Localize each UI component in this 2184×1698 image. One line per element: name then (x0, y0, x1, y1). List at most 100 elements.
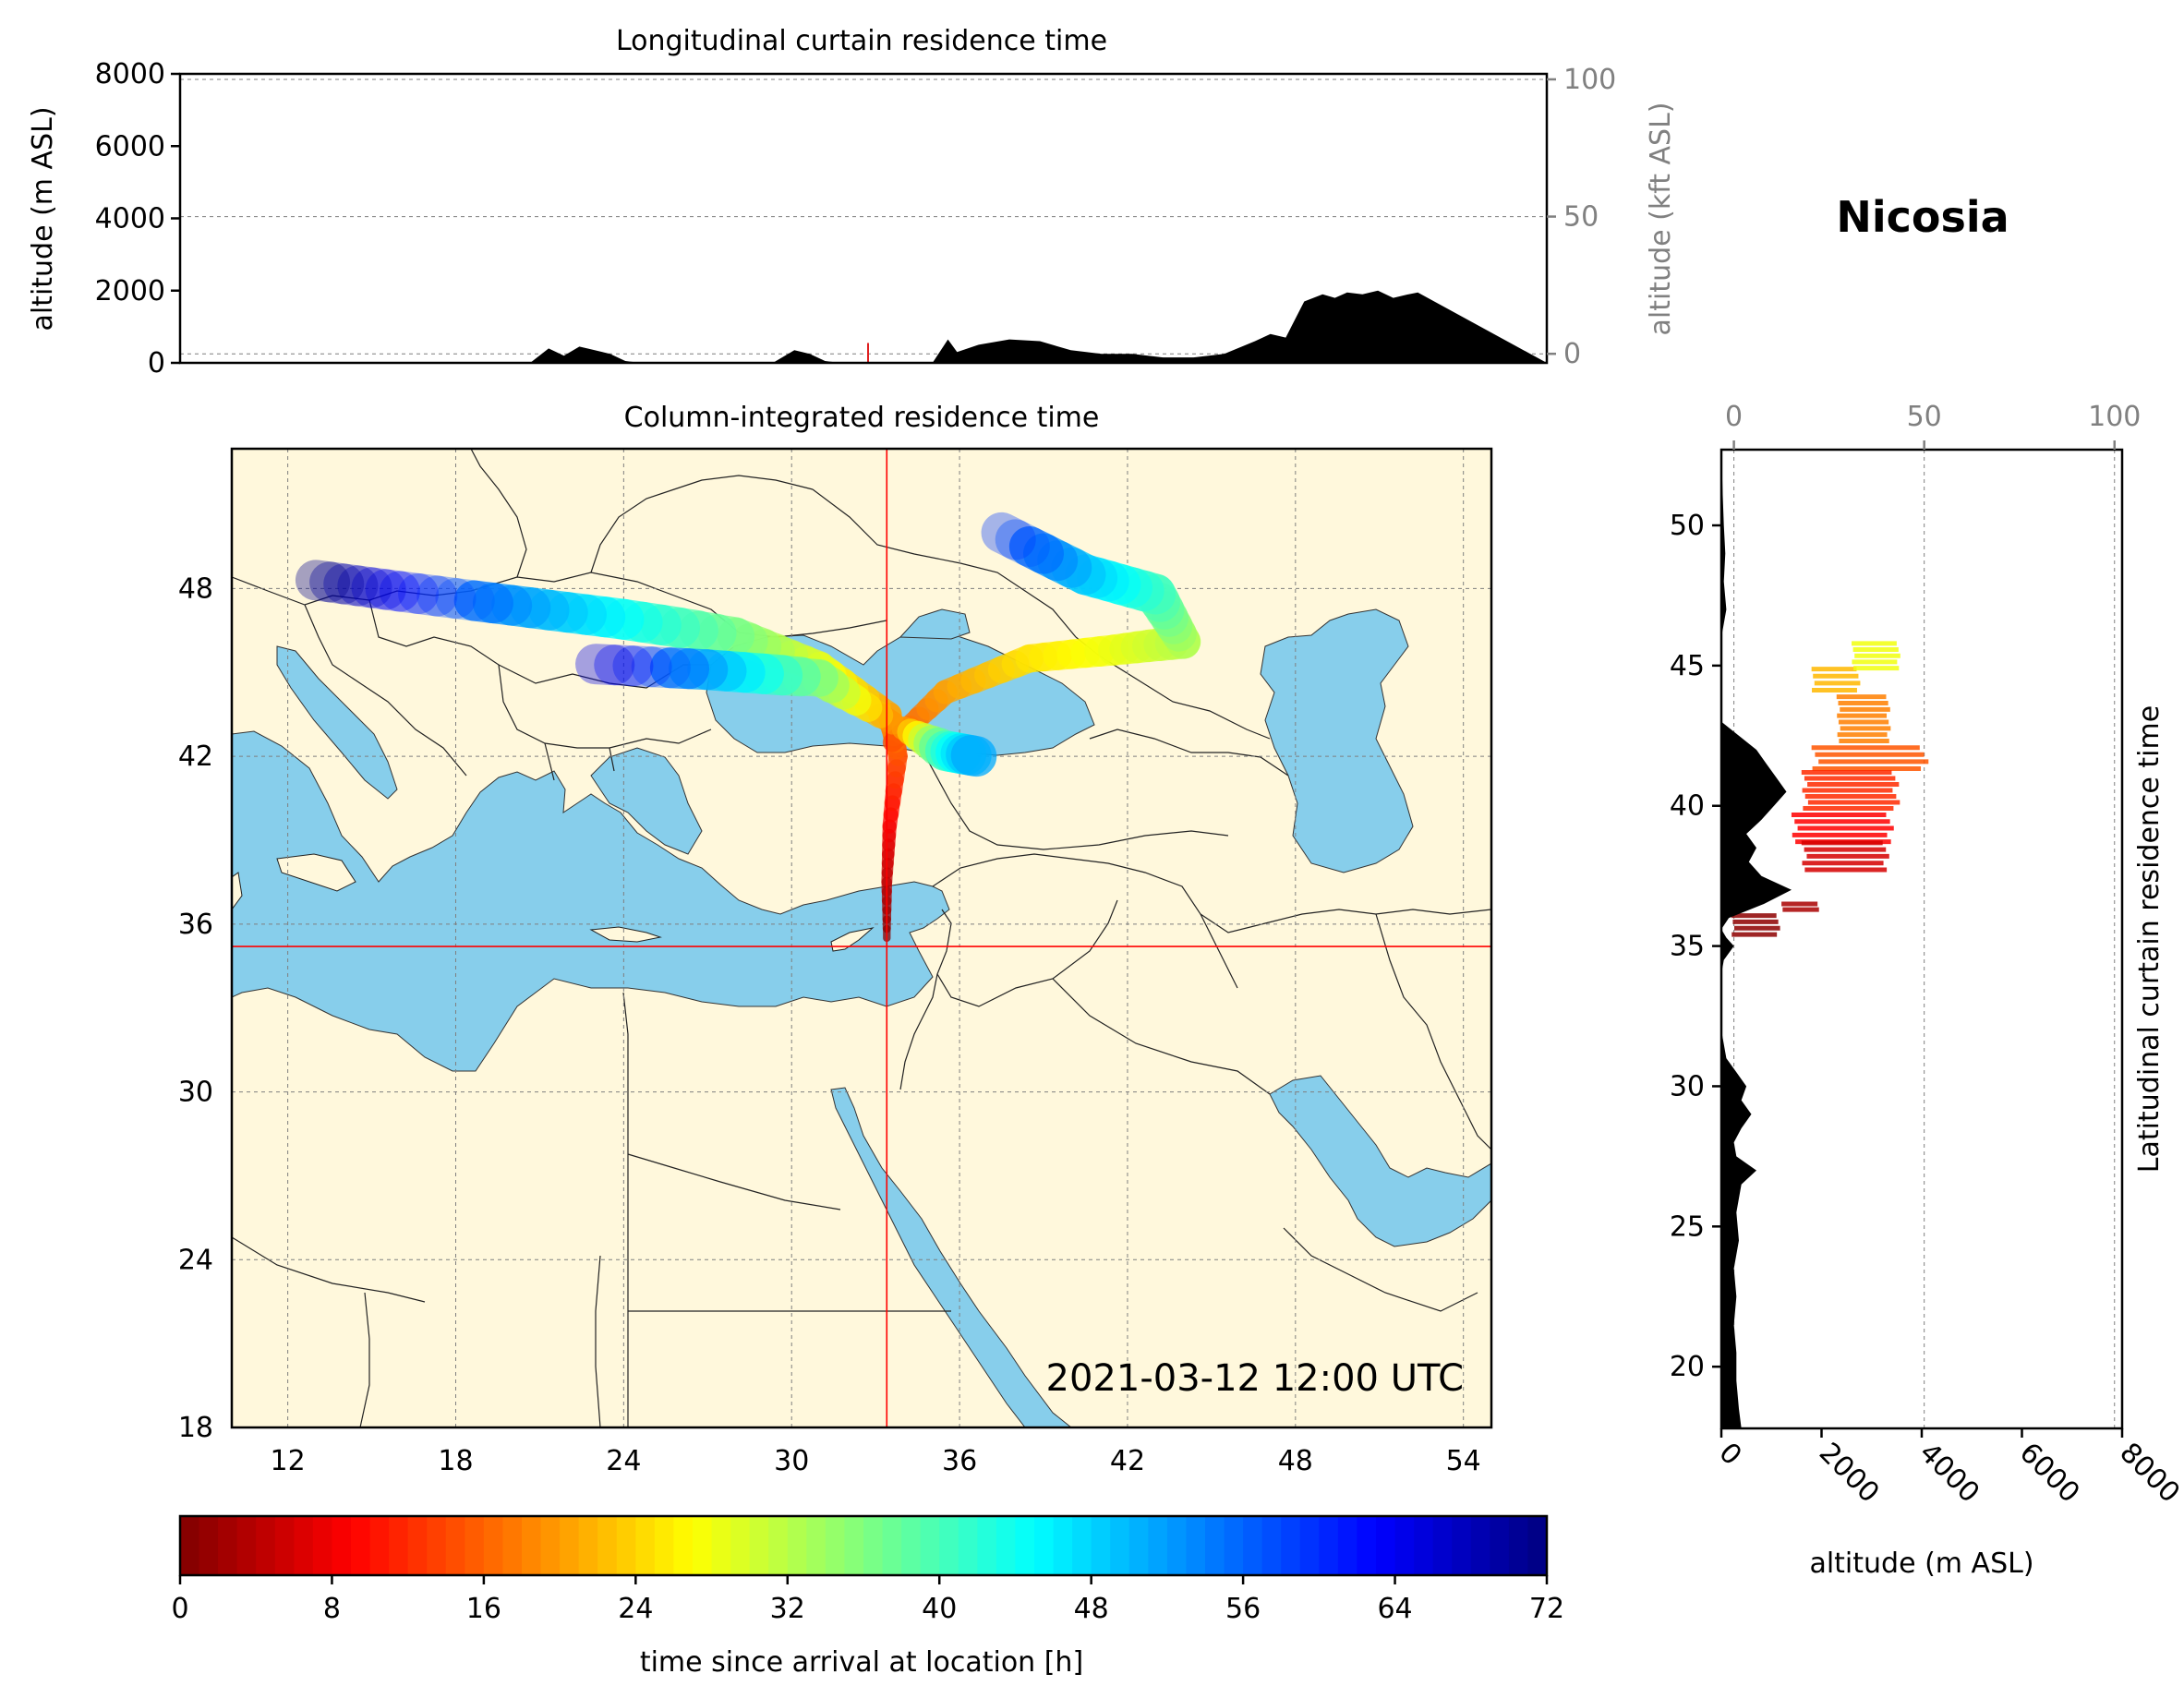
latitudinal-y-tick-label: 40 (1670, 790, 1705, 823)
colorbar-swatch (1319, 1516, 1339, 1575)
latitudinal-x-tick-label: 8000 (2113, 1437, 2184, 1510)
colorbar-swatch (427, 1516, 447, 1575)
colorbar-swatch (1110, 1516, 1130, 1575)
latitudinal-x-tick-label: 0 (1712, 1437, 1747, 1472)
colorbar-swatch (199, 1516, 219, 1575)
colorbar-swatch (920, 1516, 940, 1575)
trajectory-segment (337, 565, 392, 608)
adriatic-sea (276, 645, 398, 800)
map-y-tick-label: 36 (178, 909, 213, 941)
colorbar-swatch (882, 1516, 902, 1575)
latitudinal-residence-marks (1731, 641, 1929, 937)
trajectory-segment (398, 572, 458, 617)
map-area (232, 449, 1491, 1427)
colorbar: 0 8 16 24 32 40 48 56 64 72 time since arrival at… (171, 1514, 1564, 1679)
colorbar-swatch (673, 1516, 694, 1575)
aegean-sea (590, 747, 703, 855)
colorbar-swatch (616, 1516, 636, 1575)
colorbar-swatch (825, 1516, 846, 1575)
colorbar-swatch (256, 1516, 276, 1575)
colorbar-swatch (1527, 1516, 1548, 1575)
colorbar-swatch (312, 1516, 333, 1575)
latitudinal-top-tick-label: 50 (1907, 401, 1942, 433)
map-timestamp: 2021-03-12 12:00 UTC (1046, 1357, 1464, 1400)
map-trajectories (295, 512, 1201, 943)
colorbar-swatch (1205, 1516, 1225, 1575)
trajectory-segment (295, 560, 351, 603)
longitudinal-title: Longitudinal curtain residence time (616, 25, 1107, 57)
colorbar-tick-label: 40 (922, 1593, 957, 1625)
trajectory-segment (631, 646, 691, 689)
colorbar-swatch (1357, 1516, 1377, 1575)
colorbar-swatch (1261, 1516, 1282, 1575)
crete-island (589, 926, 662, 943)
colorbar-tick-label: 16 (466, 1593, 501, 1625)
colorbar-swatch (445, 1516, 465, 1575)
caspian-sea (1260, 608, 1414, 873)
colorbar-swatch (483, 1516, 504, 1575)
colorbar-swatch (901, 1516, 922, 1575)
colorbar-swatch (1376, 1516, 1396, 1575)
colorbar-swatch (502, 1516, 523, 1575)
colorbar-swatch (635, 1516, 656, 1575)
latitudinal-y-tick-label: 30 (1670, 1070, 1705, 1102)
colorbar-swatch (1490, 1516, 1510, 1575)
colorbar-tick-label: 24 (618, 1593, 653, 1625)
colorbar-swatch (389, 1516, 409, 1575)
longitudinal-y2-tick-label: 50 (1563, 201, 1599, 234)
colorbar-swatch (1148, 1516, 1168, 1575)
colorbar-swatch (693, 1516, 713, 1575)
latitudinal-x-ticks: 0 2000 4000 6000 8000 (1712, 1428, 2184, 1510)
map-x-tick-label: 12 (271, 1445, 306, 1477)
colorbar-swatch (1015, 1516, 1035, 1575)
colorbar-swatch (332, 1516, 352, 1575)
map-y-tick-label: 42 (178, 741, 213, 773)
colorbar-swatch (977, 1516, 997, 1575)
map-y-ticks: 18 24 30 36 42 48 (178, 572, 213, 1444)
colorbar-swatch (1394, 1516, 1415, 1575)
colorbar-swatch (1414, 1516, 1434, 1575)
colorbar-swatch (1224, 1516, 1244, 1575)
latitudinal-grid (1733, 450, 2116, 1428)
latitudinal-terrain-area (1721, 450, 1792, 1428)
colorbar-swatch (180, 1516, 200, 1575)
colorbar-frame (178, 1514, 1549, 1577)
longitudinal-y-tick-label: 6000 (95, 130, 165, 163)
trajectory-segment (323, 563, 379, 607)
trajectory-segment (995, 519, 1050, 567)
colorbar-swatch (939, 1516, 959, 1575)
colorbar-swatch (1166, 1516, 1188, 1575)
trajectory-segment (981, 512, 1036, 560)
colorbar-tick-label: 48 (1074, 1593, 1109, 1625)
map-frame (230, 447, 1493, 1429)
trajectory-segment (309, 561, 365, 605)
red-sea (830, 1087, 1072, 1427)
colorbar-swatch (1128, 1516, 1149, 1575)
map-x-tick-label: 54 (1446, 1445, 1481, 1477)
colorbar-swatch (806, 1516, 827, 1575)
colorbar-swatch (1072, 1516, 1092, 1575)
colorbar-swatch (597, 1516, 618, 1575)
colorbar-tick-label: 32 (770, 1593, 805, 1625)
colorbar-swatch (1091, 1516, 1111, 1575)
trajectory-segment (594, 644, 654, 687)
colorbar-tick-label: 8 (323, 1593, 341, 1625)
trajectory-segment (1008, 526, 1065, 574)
map-x-ticks: 12 18 24 30 36 42 48 54 (271, 1445, 1481, 1477)
trajectory-segment (453, 580, 513, 624)
colorbar-swatch (1470, 1516, 1490, 1575)
latitudinal-frame (1719, 448, 2124, 1430)
map-panel: Column-integrated residence time (178, 402, 1493, 1477)
latitudinal-top-tick-label: 0 (1725, 401, 1743, 433)
colorbar-swatch (1432, 1516, 1453, 1575)
colorbar-swatch (730, 1516, 751, 1575)
sardinia-island (232, 872, 243, 910)
colorbar-tick-label: 64 (1377, 1593, 1412, 1625)
map-x-tick-label: 36 (942, 1445, 977, 1477)
colorbar-swatch (711, 1516, 731, 1575)
longitudinal-y-tick-label: 4000 (95, 203, 165, 235)
colorbar-swatch (1508, 1516, 1529, 1575)
longitudinal-terrain-area (180, 290, 1547, 363)
latitudinal-x-tick-label: 2000 (1813, 1437, 1886, 1510)
